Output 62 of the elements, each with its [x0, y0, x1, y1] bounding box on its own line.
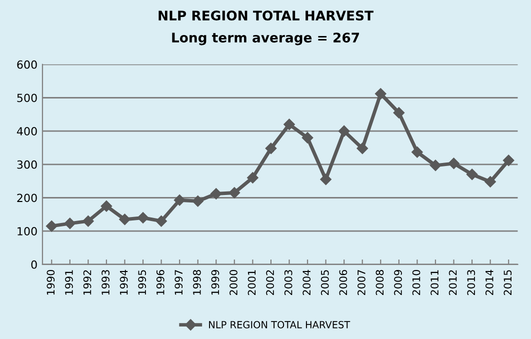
x-tick-label: 1992	[83, 270, 92, 295]
x-tick-label: 2007	[358, 270, 366, 296]
point	[156, 215, 167, 227]
point	[448, 158, 460, 170]
x-tick-label: 2013	[467, 270, 476, 296]
x-tick-label: 2010	[412, 270, 420, 296]
y-tick-label: 0	[31, 260, 37, 269]
point	[393, 107, 405, 118]
legend-label: NLP REGION TOTAL HARVEST	[209, 321, 350, 328]
point	[82, 215, 94, 227]
x-tick-label: 1990	[46, 270, 55, 295]
point	[466, 168, 478, 180]
x-tick-label: 1991	[65, 270, 73, 295]
x-tick-label: 1993	[102, 270, 110, 295]
point	[375, 88, 386, 100]
y-tick-label: 300	[17, 160, 37, 169]
x-tick-label: 2012	[448, 270, 457, 296]
x-tick-label: 2003	[284, 270, 292, 296]
point	[502, 154, 514, 166]
point	[484, 176, 496, 188]
point	[46, 220, 58, 232]
x-tick-label: 2002	[266, 270, 274, 296]
x-tick-label: 2001	[248, 270, 256, 296]
point	[100, 200, 112, 212]
y-tick-label: 100	[18, 227, 37, 236]
point	[356, 142, 368, 154]
x-tick-label: 1996	[156, 270, 164, 295]
x-tick-label: 1994	[120, 270, 128, 295]
x-tick-label: 2009	[394, 270, 402, 296]
y-tick-label: 400	[16, 127, 37, 136]
x-tick-label: 1997	[174, 270, 183, 295]
x-tick-label: 2014	[485, 270, 494, 296]
x-tick-label: 2000	[230, 270, 238, 296]
chart-subtitle: Long term average = 267	[172, 32, 359, 46]
point	[320, 174, 332, 186]
chart-title: NLP REGION TOTAL HARVEST	[158, 10, 374, 21]
point	[284, 118, 295, 130]
point	[412, 146, 423, 158]
point	[137, 212, 149, 224]
point	[265, 142, 277, 154]
x-tick-label: 2008	[376, 270, 384, 296]
point	[119, 214, 130, 226]
y-tick-label: 500	[17, 94, 37, 102]
x-tick-label: 2004	[302, 270, 311, 296]
y-tick-label: 200	[17, 194, 37, 202]
point	[192, 195, 204, 207]
x-tick-label: 1998	[192, 270, 201, 295]
point	[430, 160, 442, 172]
point	[338, 125, 350, 137]
point	[247, 172, 258, 184]
x-tick-label: 2006	[339, 270, 348, 296]
y-tick-label: 600	[17, 60, 37, 69]
point	[302, 132, 314, 144]
point	[210, 188, 222, 200]
x-tick-label: 1995	[138, 270, 146, 295]
point	[64, 218, 76, 230]
x-tick-label: 1999	[211, 270, 220, 295]
x-tick-label: 2011	[430, 270, 438, 296]
point	[174, 194, 186, 206]
point	[228, 187, 240, 198]
x-tick-label: 2005	[320, 270, 329, 296]
x-tick-label: 2015	[504, 270, 512, 296]
